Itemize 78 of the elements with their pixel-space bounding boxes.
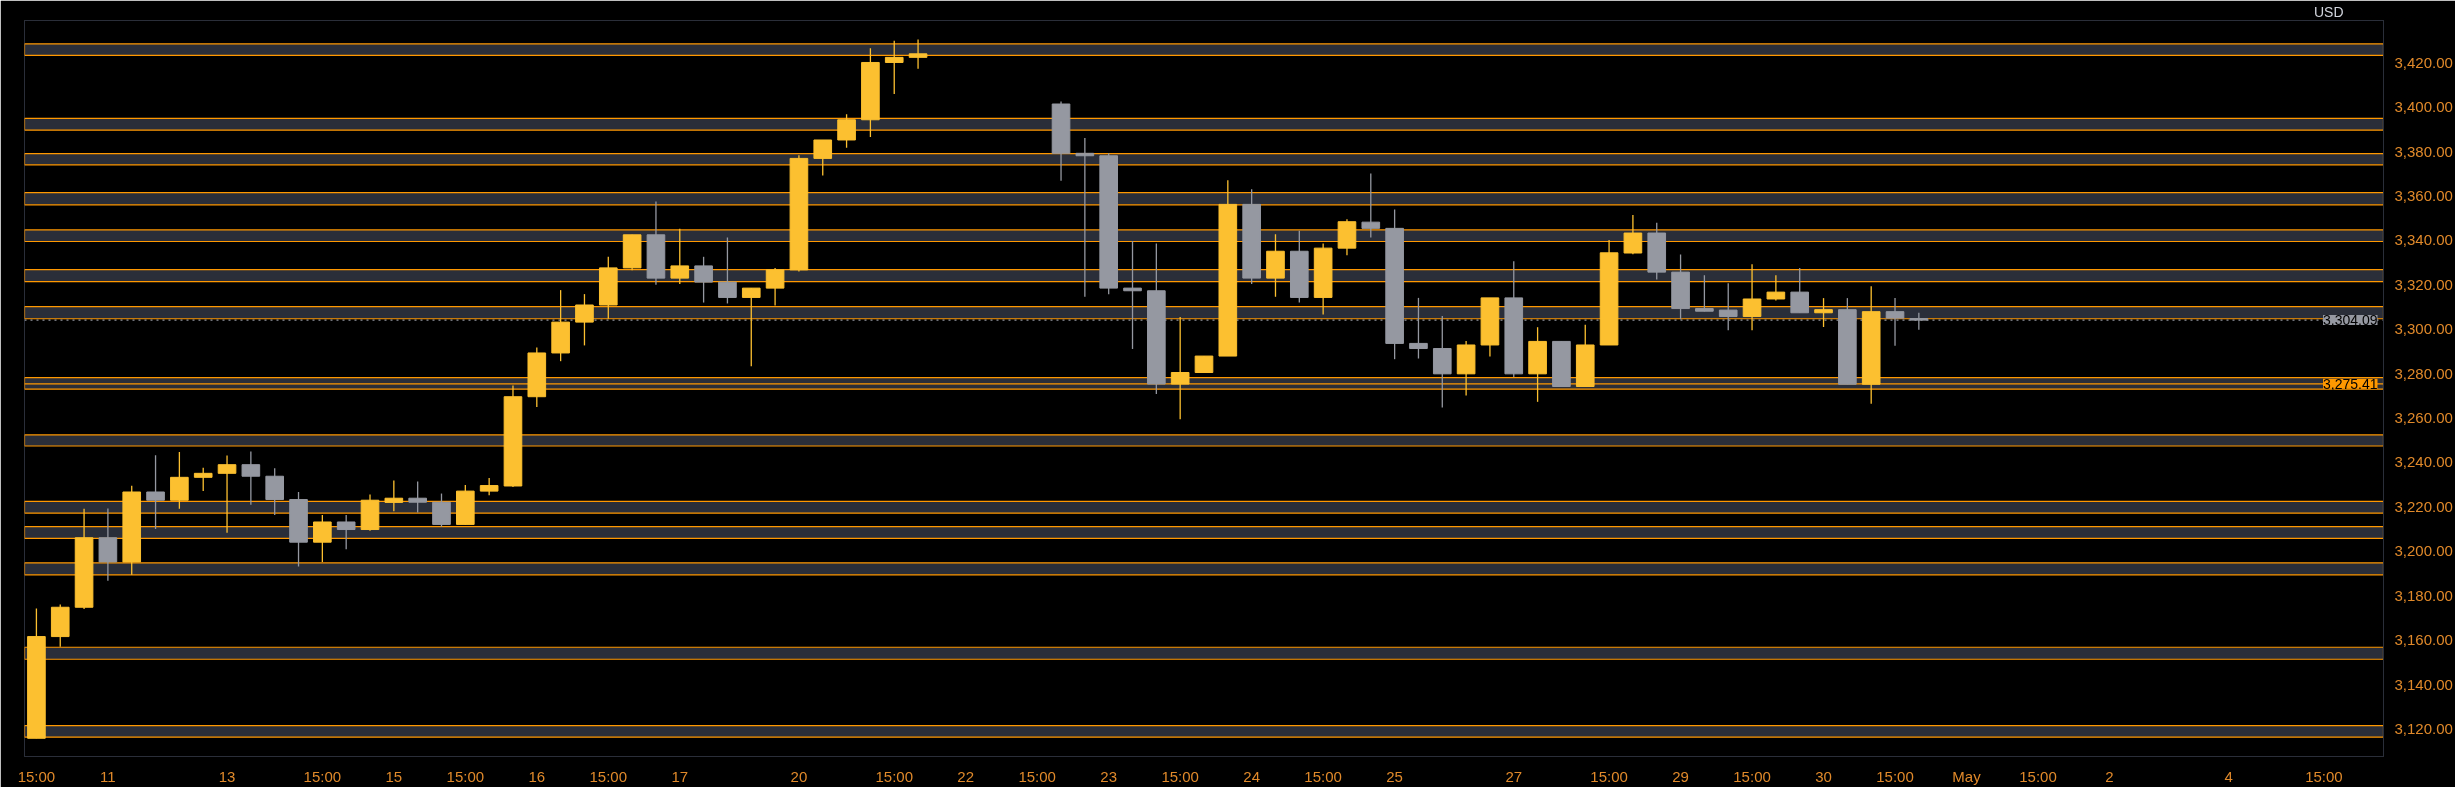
x-tick-label: 30: [1815, 767, 1832, 785]
candlestick: [432, 492, 451, 528]
candlestick: [765, 267, 785, 307]
y-tick-label: 3,260.00: [2394, 409, 2453, 427]
x-tick-label: 15:00: [1304, 767, 1342, 785]
candlestick: [408, 480, 427, 514]
x-tick-label: 20: [790, 767, 808, 785]
x-tick-label: 15:00: [1876, 767, 1914, 785]
candlestick: [170, 451, 189, 510]
y-tick-label: 3,400.00: [2394, 98, 2453, 116]
y-tick-label: 3,420.00: [2394, 53, 2453, 71]
candlestick: [1361, 172, 1381, 239]
x-tick-label: 15:00: [446, 767, 485, 785]
x-tick-label: 29: [1672, 767, 1689, 785]
candlestick: [670, 228, 690, 285]
candlestick: [1695, 274, 1714, 313]
x-tick-label: 17: [671, 767, 689, 785]
x-tick-label: 15:00: [589, 767, 628, 785]
y-axis-title: USD: [2313, 3, 2344, 20]
y-tick-label: 3,320.00: [2394, 275, 2453, 293]
y-tick-label: 3,200.00: [2394, 542, 2453, 560]
candlestick: [193, 467, 213, 492]
y-tick-label: 3,160.00: [2394, 631, 2453, 649]
candlestick: [1623, 214, 1643, 255]
x-tick-label: 15:00: [17, 767, 56, 785]
x-tick-label: 15:00: [2019, 767, 2057, 785]
x-tick-label: 15:00: [1018, 767, 1056, 785]
x-tick-label: 16: [528, 767, 546, 785]
candlestick: [1766, 274, 1786, 302]
candlestick: [313, 514, 332, 563]
x-tick-label: 27: [1505, 767, 1523, 785]
candlestick: [217, 454, 237, 534]
y-tick-label: 3,280.00: [2394, 364, 2453, 382]
y-tick-label: 3,240.00: [2394, 453, 2453, 471]
candlestick: [241, 450, 261, 506]
candlestick: [1170, 316, 1190, 421]
y-tick-label: 3,140.00: [2394, 675, 2453, 693]
y-tick-label: 3,120.00: [2394, 719, 2453, 737]
y-tick-label: 3,340.00: [2394, 231, 2453, 249]
y-tick-label: 3,220.00: [2394, 497, 2453, 515]
y-tick-label: 3,180.00: [2394, 586, 2453, 604]
x-tick-label: 13: [218, 767, 236, 785]
candlestick: [575, 293, 594, 347]
y-tick-label: 3,360.00: [2394, 186, 2453, 204]
candlestick: [384, 479, 404, 512]
x-tick-label: 23: [1100, 767, 1118, 785]
x-tick-label: 15:00: [1590, 767, 1628, 785]
x-tick-label: 22: [957, 767, 975, 785]
candlestick: [1790, 267, 1810, 314]
x-tick-label: 11: [100, 767, 116, 785]
candlestick: [718, 236, 737, 305]
x-tick-label: 15:00: [1733, 767, 1771, 785]
candlestick: [837, 113, 856, 149]
x-tick-label: 2: [2105, 767, 2114, 785]
x-tick-label: 24: [1243, 767, 1260, 785]
ref-line-label: 3,275.41: [2323, 375, 2378, 392]
x-tick-label: 25: [1386, 767, 1403, 785]
candlestick: [336, 514, 356, 550]
candlestick: [146, 454, 165, 530]
x-tick-label: May: [1952, 767, 1982, 785]
y-tick-label: 3,300.00: [2394, 320, 2453, 338]
candlestick: [1814, 297, 1833, 328]
x-tick-label: 15:00: [1161, 767, 1199, 785]
candlestick: [1075, 137, 1095, 298]
candlestick: [694, 256, 713, 304]
candlestick: [908, 38, 928, 70]
x-tick-label: 15:00: [303, 767, 342, 785]
candlestick: [1742, 263, 1762, 331]
x-tick-label: 15: [385, 767, 403, 785]
candlestick: [884, 40, 904, 95]
candlestick: [265, 467, 285, 516]
candlestick: [741, 287, 761, 367]
y-tick-label: 3,380.00: [2394, 142, 2453, 160]
candlestick: [813, 139, 833, 177]
x-tick-label: 4: [2224, 767, 2233, 785]
ref-line-label: 3,304.09: [2323, 312, 2378, 329]
x-tick-label: 15:00: [875, 767, 914, 785]
x-tick-label: 15:00: [2305, 767, 2343, 785]
